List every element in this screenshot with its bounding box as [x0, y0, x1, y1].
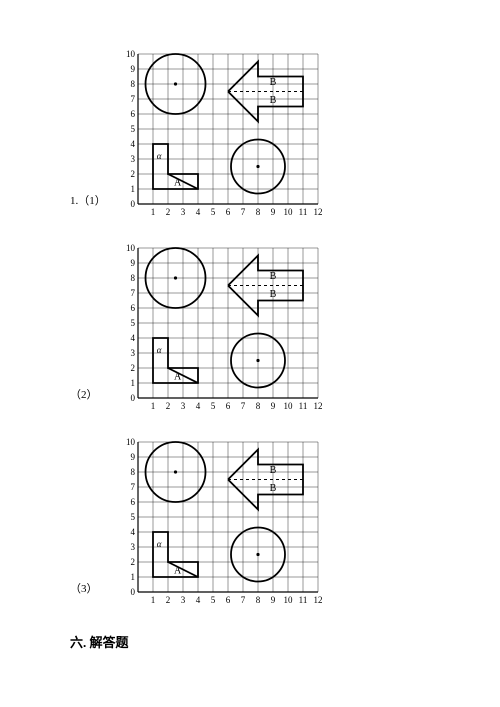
svg-text:0: 0: [131, 587, 136, 597]
svg-text:5: 5: [131, 512, 136, 522]
svg-text:4: 4: [131, 139, 136, 149]
svg-text:3: 3: [181, 595, 186, 605]
svg-text:7: 7: [241, 401, 246, 411]
svg-text:8: 8: [131, 273, 136, 283]
figure-2-row: （2） 012345678910123456789101112αABB: [70, 244, 450, 412]
svg-text:2: 2: [131, 169, 136, 179]
svg-text:1: 1: [131, 184, 136, 194]
svg-text:0: 0: [131, 199, 136, 209]
svg-text:12: 12: [314, 401, 323, 411]
svg-text:B: B: [270, 465, 277, 476]
svg-text:3: 3: [131, 348, 136, 358]
figure-1-label: 1.（1）: [70, 192, 120, 218]
svg-text:2: 2: [166, 207, 171, 217]
svg-text:6: 6: [131, 109, 136, 119]
svg-text:2: 2: [131, 363, 136, 373]
svg-text:9: 9: [271, 207, 276, 217]
svg-text:7: 7: [241, 207, 246, 217]
svg-text:4: 4: [196, 207, 201, 217]
svg-text:10: 10: [284, 207, 294, 217]
section-heading: 六. 解答题: [70, 632, 450, 651]
svg-text:5: 5: [131, 318, 136, 328]
svg-text:11: 11: [299, 207, 308, 217]
figure-1: 012345678910123456789101112αABB: [120, 50, 322, 218]
svg-text:9: 9: [271, 595, 276, 605]
svg-text:A: A: [174, 177, 182, 188]
svg-text:1: 1: [151, 595, 156, 605]
svg-text:7: 7: [131, 94, 136, 104]
svg-text:α: α: [157, 539, 162, 549]
svg-text:2: 2: [131, 557, 136, 567]
svg-text:2: 2: [166, 595, 171, 605]
svg-text:6: 6: [226, 207, 231, 217]
svg-text:5: 5: [131, 124, 136, 134]
svg-text:9: 9: [271, 401, 276, 411]
svg-text:12: 12: [314, 595, 323, 605]
grid-svg: 012345678910123456789101112αABB: [120, 50, 322, 218]
svg-text:5: 5: [211, 207, 216, 217]
svg-text:α: α: [157, 345, 162, 355]
svg-text:0: 0: [131, 393, 136, 403]
svg-text:1: 1: [151, 401, 156, 411]
figure-1-row: 1.（1） 012345678910123456789101112αABB: [70, 50, 450, 218]
svg-text:8: 8: [256, 595, 261, 605]
svg-text:5: 5: [211, 595, 216, 605]
svg-text:8: 8: [256, 401, 261, 411]
svg-text:3: 3: [131, 154, 136, 164]
svg-text:5: 5: [211, 401, 216, 411]
svg-text:3: 3: [181, 207, 186, 217]
svg-text:6: 6: [226, 595, 231, 605]
svg-text:1: 1: [151, 207, 156, 217]
figure-2-label: （2）: [70, 386, 120, 412]
svg-text:12: 12: [314, 207, 323, 217]
svg-text:A: A: [174, 371, 182, 382]
svg-text:6: 6: [226, 401, 231, 411]
svg-text:4: 4: [131, 527, 136, 537]
svg-text:B: B: [270, 271, 277, 282]
svg-text:B: B: [270, 77, 277, 88]
svg-text:8: 8: [131, 79, 136, 89]
svg-text:10: 10: [284, 401, 294, 411]
svg-text:1: 1: [131, 572, 136, 582]
figure-3: 012345678910123456789101112αABB: [120, 438, 322, 606]
svg-text:B: B: [270, 483, 277, 494]
svg-text:4: 4: [196, 595, 201, 605]
svg-text:9: 9: [131, 258, 136, 268]
svg-text:α: α: [157, 151, 162, 161]
svg-text:4: 4: [196, 401, 201, 411]
page: 1.（1） 012345678910123456789101112αABB （2…: [0, 0, 500, 671]
svg-text:10: 10: [126, 244, 136, 253]
svg-text:B: B: [270, 289, 277, 300]
figure-2: 012345678910123456789101112αABB: [120, 244, 322, 412]
svg-text:8: 8: [256, 207, 261, 217]
grid-svg: 012345678910123456789101112αABB: [120, 244, 322, 412]
svg-text:1: 1: [131, 378, 136, 388]
svg-text:8: 8: [131, 467, 136, 477]
svg-text:B: B: [270, 95, 277, 106]
svg-text:11: 11: [299, 401, 308, 411]
svg-text:7: 7: [241, 595, 246, 605]
svg-text:7: 7: [131, 482, 136, 492]
svg-text:10: 10: [126, 50, 136, 59]
svg-text:3: 3: [131, 542, 136, 552]
figure-3-row: （3） 012345678910123456789101112αABB: [70, 438, 450, 606]
svg-text:2: 2: [166, 401, 171, 411]
svg-text:6: 6: [131, 303, 136, 313]
svg-text:4: 4: [131, 333, 136, 343]
svg-text:9: 9: [131, 452, 136, 462]
grid-svg: 012345678910123456789101112αABB: [120, 438, 322, 606]
figure-3-label: （3）: [70, 580, 120, 606]
svg-text:7: 7: [131, 288, 136, 298]
svg-text:3: 3: [181, 401, 186, 411]
svg-text:11: 11: [299, 595, 308, 605]
svg-text:6: 6: [131, 497, 136, 507]
svg-text:10: 10: [284, 595, 294, 605]
svg-text:10: 10: [126, 438, 136, 447]
svg-text:A: A: [174, 565, 182, 576]
svg-text:9: 9: [131, 64, 136, 74]
